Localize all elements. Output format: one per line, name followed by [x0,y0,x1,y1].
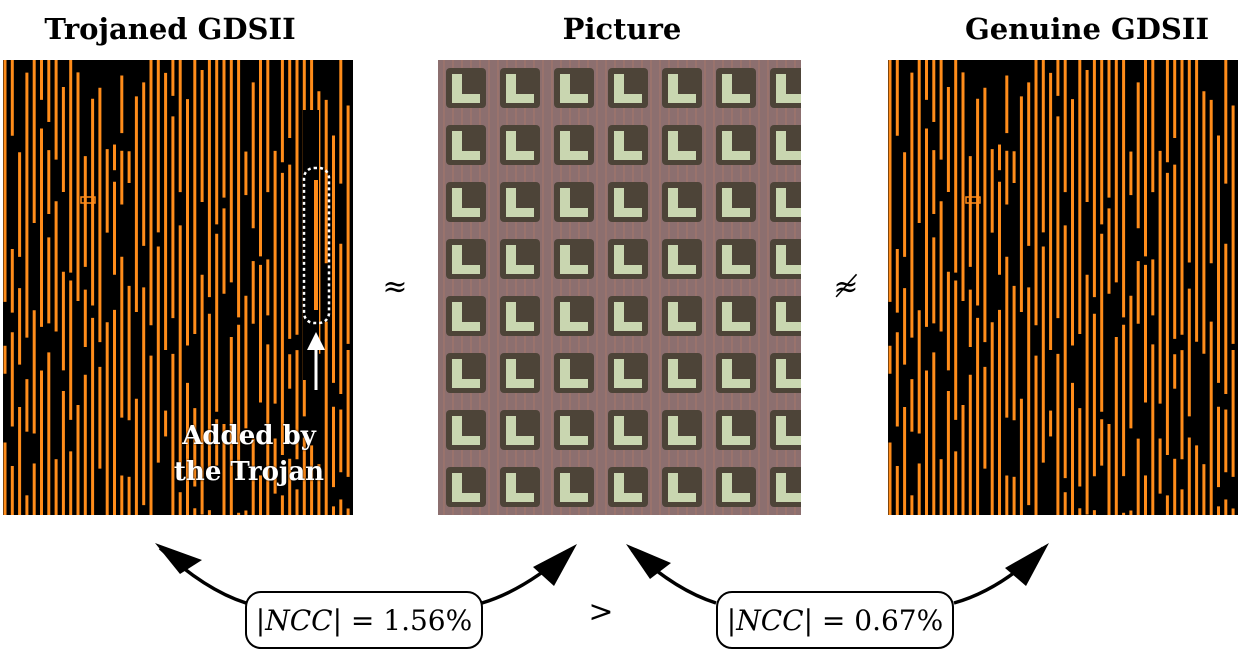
die-pad [770,182,801,222]
die-pad [500,296,540,336]
die-pad [446,68,486,108]
die-pad [770,125,801,165]
die-pad [554,467,594,507]
die-picture [438,60,801,515]
trojan-pointer-arrowhead [307,332,325,350]
die-pad [446,296,486,336]
annotation-line-2: the Trojan [173,457,325,487]
ncc-left-prefix: | [255,603,266,637]
die-pad [446,467,486,507]
ncc-right-var: NCC [736,603,804,637]
trojan-highlight-box [302,166,331,325]
die-pad [500,182,540,222]
ncc-right-prefix: | [726,603,737,637]
die-pad [770,467,801,507]
die-pad [770,296,801,336]
die-pad [770,239,801,279]
ncc-genuine-box: | NCC | = 0.67% [716,591,954,649]
die-pad [500,68,540,108]
greater-than-symbol: > [588,594,614,630]
die-pad [554,410,594,450]
ncc-right-suffix: | = 0.67% [803,603,944,637]
title-picture: Picture [562,12,682,46]
die-pad [500,353,540,393]
annotation-line-1: Added by [182,421,316,451]
die-pad [554,182,594,222]
die-pad [446,182,486,222]
die-pad [446,125,486,165]
arrowhead-picture-left [533,544,577,586]
die-pad [554,125,594,165]
genuine-gdsii-layout [888,60,1238,515]
die-pad [500,410,540,450]
genuine-layout-graphic [888,60,1238,515]
die-pad [716,296,756,336]
trojan-annotation: Added by the Trojan [158,418,340,490]
die-pad [446,353,486,393]
die-pad [662,182,702,222]
die-pad [716,353,756,393]
die-pad [662,410,702,450]
die-pad [770,410,801,450]
not-approx-symbol: ≉ [833,269,859,305]
die-pad [662,68,702,108]
ncc-trojaned-box: | NCC | = 1.56% [245,591,483,649]
die-pad [608,182,648,222]
die-pad [500,467,540,507]
die-pad [770,353,801,393]
die-pad [446,410,486,450]
arrowhead-picture-right [626,544,671,579]
die-pad [608,410,648,450]
approx-symbol: ≈ [382,269,408,305]
die-pad [608,353,648,393]
die-pad [662,125,702,165]
die-pad [608,68,648,108]
ncc-left-suffix: | = 1.56% [332,603,473,637]
die-pad [608,239,648,279]
die-pad [716,182,756,222]
trojaned-gdsii-layout [3,60,353,515]
die-photo-graphic [438,60,801,515]
title-genuine-gdsii: Genuine GDSII [964,12,1210,46]
ncc-left-var: NCC [265,603,333,637]
die-pad [662,296,702,336]
die-pad [554,239,594,279]
via-marker [965,196,981,204]
die-pad [554,68,594,108]
trojaned-layout-graphic [3,60,353,515]
die-pad [500,239,540,279]
die-pad [446,239,486,279]
die-pad [608,296,648,336]
die-pad [716,410,756,450]
die-pad [716,68,756,108]
arrowhead-trojaned [155,543,202,574]
die-pad [500,125,540,165]
via-marker [80,196,96,204]
die-pad [716,239,756,279]
die-pad [662,353,702,393]
die-pad [608,125,648,165]
die-pad [716,125,756,165]
die-pad [770,68,801,108]
die-pad [554,296,594,336]
die-pad [716,467,756,507]
arrowhead-genuine [1005,543,1049,586]
die-pad [662,239,702,279]
die-pad [608,467,648,507]
die-pad [662,467,702,507]
title-trojaned-gdsii: Trojaned GDSII [44,12,296,46]
die-pad [554,353,594,393]
